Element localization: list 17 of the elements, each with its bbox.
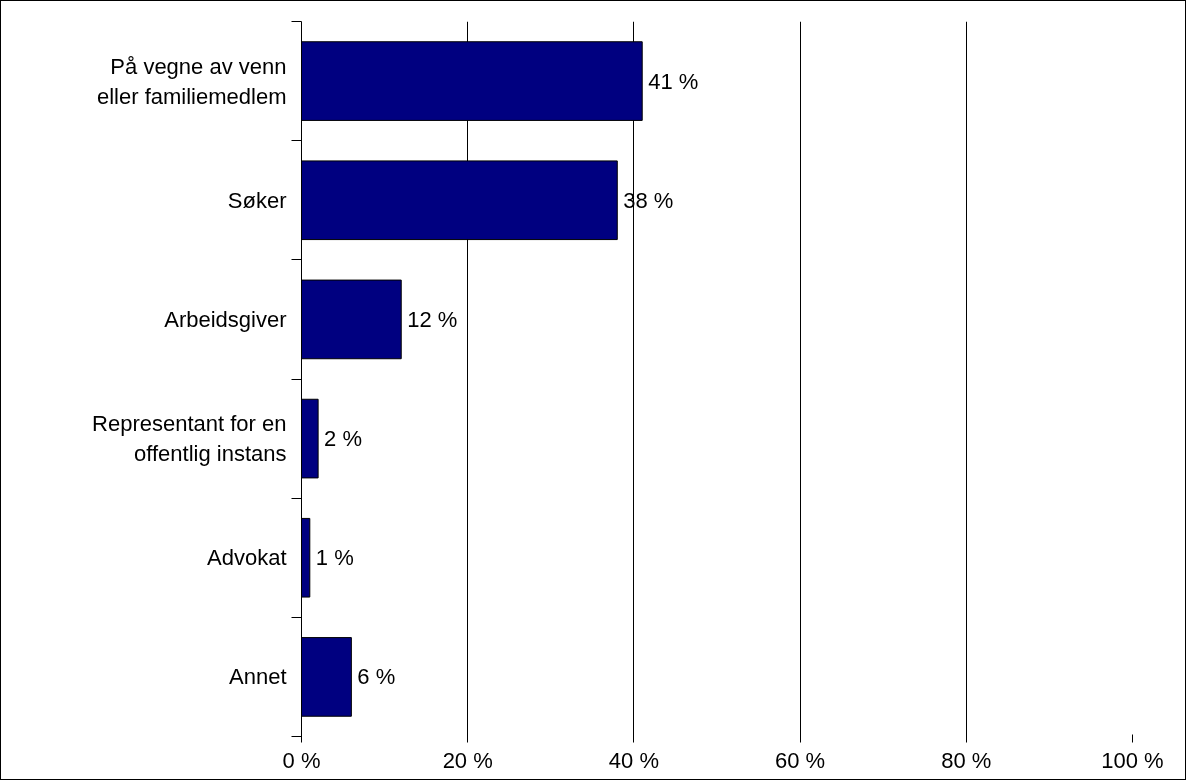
data-label: 1 % (315, 545, 354, 571)
x-tick-label: 0 % (282, 747, 321, 773)
y-tick-label: Annet (229, 664, 287, 690)
data-label: 6 % (357, 664, 396, 690)
data-label: 2 % (324, 426, 363, 452)
y-tick-label: På vegne av venn eller familiemedlem (97, 53, 287, 109)
x-tick-label: 20 % (442, 747, 493, 773)
data-label: 12 % (407, 306, 458, 332)
y-tick-label: Representant for en offentlig instans (92, 411, 287, 467)
x-tick-label: 60 % (775, 747, 826, 773)
x-tick-label: 40 % (608, 747, 659, 773)
data-label: 41 % (648, 68, 699, 94)
y-tick-label: Arbeidsgiver (164, 306, 287, 332)
x-tick-label: 100 % (1101, 747, 1164, 773)
x-tick-label: 80 % (941, 747, 992, 773)
y-tick-label: Advokat (207, 545, 287, 571)
y-tick-label: Søker (227, 187, 287, 213)
